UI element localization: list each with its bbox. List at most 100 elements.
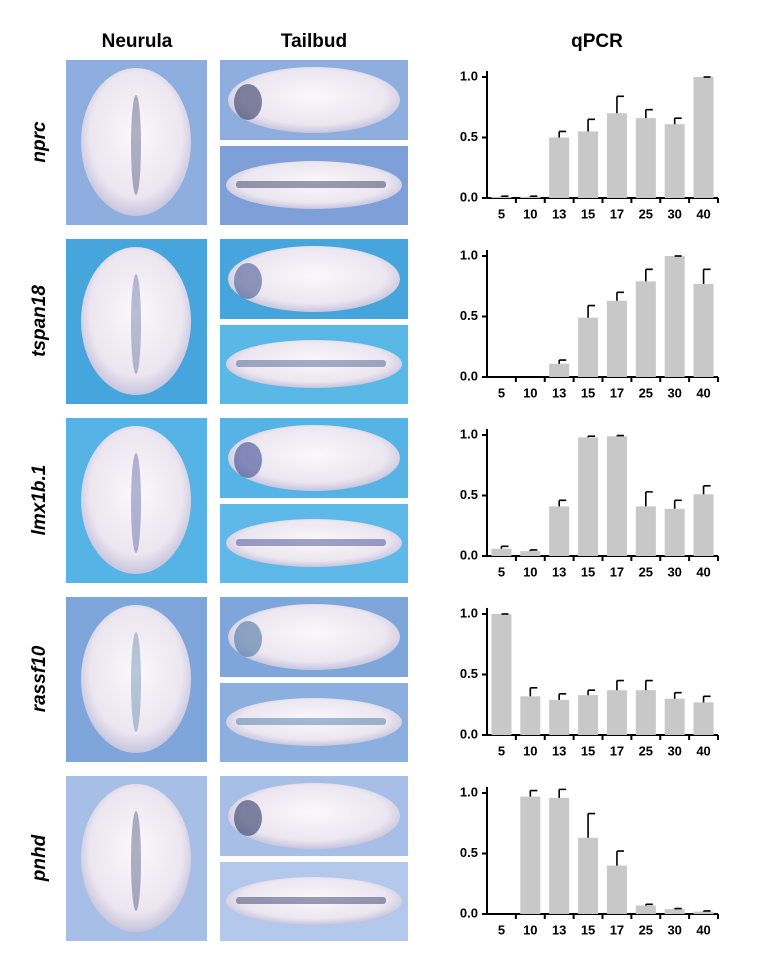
bar [549, 797, 570, 914]
bar [664, 508, 685, 556]
error-bar [645, 903, 653, 906]
bar [578, 837, 599, 914]
bar [635, 506, 656, 556]
x-tick-label: 17 [610, 206, 624, 221]
bar [664, 909, 685, 914]
stain [234, 263, 262, 299]
embryo [81, 247, 191, 395]
bar [578, 437, 599, 556]
x-tick-label: 17 [610, 564, 624, 579]
error-bar [702, 268, 711, 284]
error-bar [645, 268, 653, 282]
bar [578, 131, 599, 198]
stain [131, 95, 141, 195]
x-tick-label: 13 [552, 385, 566, 400]
bar [520, 551, 541, 556]
error-bar [645, 491, 653, 507]
y-tick-label: 0.5 [460, 129, 478, 144]
error-bar [673, 117, 682, 125]
y-tick-label: 0.5 [460, 666, 478, 681]
y-tick-label: 1.0 [460, 605, 478, 620]
x-tick-label: 15 [581, 206, 595, 221]
gene-label: lmx1b.1 [29, 465, 50, 536]
stain [236, 360, 386, 367]
x-tick-label: 25 [639, 385, 653, 400]
error-bar [529, 195, 538, 197]
error-bar [500, 545, 509, 549]
bar [635, 118, 656, 198]
embryo [226, 340, 402, 388]
bar [578, 695, 599, 735]
error-bar [616, 434, 624, 437]
gene-label: rassf10 [29, 645, 50, 712]
y-tick-label: 0.0 [460, 547, 478, 562]
y-tick-label: 0.0 [460, 189, 478, 204]
stain [236, 539, 386, 546]
error-bar [529, 789, 538, 797]
bar [635, 690, 656, 735]
error-bar [645, 108, 653, 119]
y-tick-label: 0.5 [460, 308, 478, 323]
bar [635, 905, 656, 914]
x-tick-label: 40 [696, 564, 710, 579]
error-bar [587, 689, 596, 696]
error-bar [673, 499, 682, 509]
stain [234, 84, 262, 120]
column-header: Neurula [102, 31, 173, 52]
bar [606, 690, 627, 735]
bar [491, 196, 512, 198]
x-tick-label: 5 [498, 743, 505, 758]
bar [635, 281, 656, 377]
x-tick-label: 10 [523, 743, 537, 758]
embryo [226, 698, 402, 746]
error-bar [587, 118, 596, 132]
error-bar [702, 485, 711, 495]
error-bar [616, 291, 624, 301]
x-tick-label: 5 [498, 922, 505, 937]
error-bar [558, 130, 567, 138]
x-tick-label: 30 [667, 922, 681, 937]
x-tick-label: 10 [523, 385, 537, 400]
error-bar [702, 695, 711, 703]
bar [693, 702, 714, 735]
error-bar [558, 788, 567, 798]
gene-label: pnhd [29, 834, 50, 882]
x-tick-label: 13 [552, 206, 566, 221]
bar [491, 614, 512, 735]
bar [520, 696, 541, 735]
error-bar [616, 95, 624, 114]
error-bar [529, 549, 538, 552]
bar [693, 283, 714, 377]
bar [491, 548, 512, 556]
x-tick-label: 40 [696, 385, 710, 400]
bar [606, 865, 627, 914]
column-header: qPCR [571, 31, 623, 52]
error-bar [558, 693, 567, 700]
bar [520, 196, 541, 198]
x-tick-label: 40 [696, 206, 710, 221]
column-header: Tailbud [281, 31, 347, 52]
x-tick-label: 30 [667, 206, 681, 221]
x-tick-label: 5 [498, 385, 505, 400]
y-tick-label: 0.5 [460, 845, 478, 860]
bar [664, 698, 685, 735]
embryo [226, 161, 402, 209]
gene-label: tspan18 [29, 285, 50, 357]
gene-label: nprc [29, 121, 50, 163]
stain [236, 718, 386, 725]
error-bar [673, 691, 682, 699]
error-bar [500, 195, 509, 197]
embryo [81, 605, 191, 753]
embryo [226, 877, 402, 925]
x-tick-label: 25 [639, 922, 653, 937]
bar [693, 494, 714, 556]
x-tick-label: 17 [610, 385, 624, 400]
x-tick-label: 5 [498, 206, 505, 221]
x-tick-label: 10 [523, 922, 537, 937]
x-tick-label: 15 [581, 922, 595, 937]
bar [693, 911, 714, 914]
y-tick-label: 1.0 [460, 784, 478, 799]
x-tick-label: 13 [552, 922, 566, 937]
bar [606, 113, 627, 198]
